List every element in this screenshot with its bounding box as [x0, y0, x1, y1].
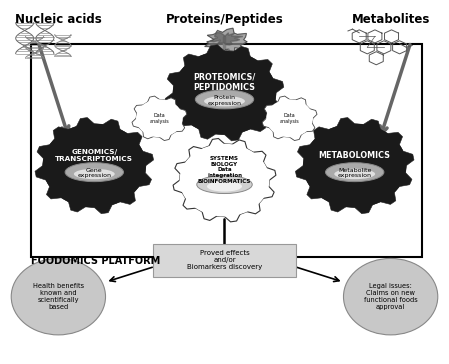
Text: Proved effects
and/or
Biomarkers discovery: Proved effects and/or Biomarkers discove…	[187, 250, 262, 270]
Polygon shape	[173, 138, 276, 222]
Polygon shape	[35, 118, 154, 214]
Ellipse shape	[74, 169, 115, 179]
Ellipse shape	[207, 181, 242, 191]
Text: Legal issues:
Claims on new
functional foods
approval: Legal issues: Claims on new functional f…	[364, 283, 418, 310]
Text: GENOMICS/
TRANSCRIPTOMICS: GENOMICS/ TRANSCRIPTOMICS	[55, 149, 133, 162]
Circle shape	[303, 124, 406, 207]
Ellipse shape	[65, 163, 123, 182]
Bar	[31, 44, 422, 257]
Text: Protein
expression: Protein expression	[207, 95, 242, 106]
Circle shape	[173, 51, 276, 135]
Circle shape	[43, 124, 146, 207]
Text: Metabolites: Metabolites	[352, 13, 430, 26]
Polygon shape	[132, 96, 187, 141]
Polygon shape	[165, 45, 284, 141]
Polygon shape	[295, 118, 414, 214]
Text: METABOLOMICS: METABOLOMICS	[319, 151, 391, 160]
Ellipse shape	[204, 96, 245, 106]
Polygon shape	[262, 96, 317, 141]
Circle shape	[11, 258, 106, 335]
Text: Nucleic acids: Nucleic acids	[15, 13, 102, 26]
Text: Proteins/Peptides: Proteins/Peptides	[166, 13, 283, 26]
Ellipse shape	[197, 175, 252, 194]
Ellipse shape	[326, 163, 384, 182]
Circle shape	[343, 258, 438, 335]
Circle shape	[180, 144, 269, 217]
FancyBboxPatch shape	[153, 244, 296, 277]
Text: Gene
expression: Gene expression	[77, 167, 111, 178]
Ellipse shape	[334, 169, 375, 179]
Circle shape	[136, 99, 183, 137]
Text: Metabolite
expression: Metabolite expression	[338, 167, 372, 178]
Ellipse shape	[195, 90, 254, 109]
Text: SYSTEMS
BIOLOGY
Data
integration
BIOINFORMATICS: SYSTEMS BIOLOGY Data integration BIOINFO…	[198, 156, 251, 184]
Text: Health benefits
known and
scientifically
based: Health benefits known and scientifically…	[33, 283, 84, 310]
Text: PROTEOMICS/
PEPTIDOMICS: PROTEOMICS/ PEPTIDOMICS	[194, 73, 255, 92]
Circle shape	[266, 99, 313, 137]
Polygon shape	[205, 28, 247, 54]
Polygon shape	[210, 32, 243, 45]
Text: FOODOMICS PLATFORM: FOODOMICS PLATFORM	[31, 256, 161, 265]
Text: Data
analysis: Data analysis	[280, 113, 299, 124]
Text: Data
analysis: Data analysis	[150, 113, 169, 124]
